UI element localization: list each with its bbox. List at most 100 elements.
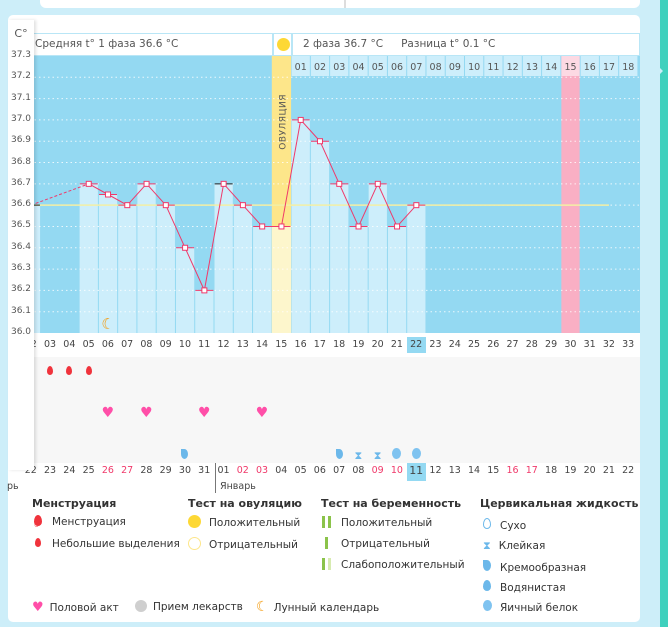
next-cycle-day-cell xyxy=(445,56,465,76)
cycle-day-label[interactable]: 26 xyxy=(487,339,500,350)
cycle-day-label[interactable]: 03 xyxy=(44,339,57,350)
cycle-day-label[interactable]: 20 xyxy=(371,339,384,350)
cycle-day-label[interactable]: 07 xyxy=(121,339,134,350)
menstruation-drop-icon[interactable] xyxy=(79,360,98,379)
date-label[interactable]: 12 xyxy=(429,465,442,476)
date-label[interactable]: 13 xyxy=(448,465,461,476)
heart-icon[interactable]: ♥ xyxy=(101,405,115,421)
cervical-sticky-icon[interactable]: ⧗ xyxy=(373,449,382,462)
date-label[interactable]: 28 xyxy=(140,465,153,476)
date-label[interactable]: 22 xyxy=(622,465,635,476)
date-label[interactable]: 20 xyxy=(583,465,596,476)
heart-icon[interactable]: ♥ xyxy=(140,405,153,421)
expand-arrow-icon[interactable] xyxy=(656,64,663,78)
cycle-day-label[interactable]: 10 xyxy=(178,339,191,350)
temperature-point xyxy=(124,202,131,209)
date-label[interactable]: 30 xyxy=(178,465,191,476)
next-cycle-day-cell xyxy=(426,56,445,76)
date-label[interactable]: 16 xyxy=(506,465,519,476)
date-label[interactable]: 11 xyxy=(406,463,426,481)
temperature-point xyxy=(201,287,208,294)
cycle-day-label[interactable]: 15 xyxy=(275,339,288,350)
cycle-day-label[interactable]: 17 xyxy=(313,339,326,350)
cycle-day-label[interactable]: 33 xyxy=(622,339,635,350)
date-label[interactable]: 15 xyxy=(487,465,500,476)
temperature-line-segment xyxy=(300,119,321,142)
cycle-day-label[interactable]: 24 xyxy=(448,339,461,350)
date-label[interactable]: 09 xyxy=(371,465,384,476)
cycle-day-label[interactable]: 08 xyxy=(140,339,153,350)
temperature-line-segment xyxy=(184,247,205,291)
y-tick-label: 36.5 xyxy=(10,220,32,231)
cycle-day-label[interactable]: 32 xyxy=(602,339,615,350)
temperature-line-segment xyxy=(107,194,128,206)
cycle-day-label[interactable]: 18 xyxy=(333,339,346,350)
cycle-day-label[interactable]: 06 xyxy=(101,339,114,350)
date-label[interactable]: 01 xyxy=(217,465,230,476)
dry-drop-icon xyxy=(483,518,491,529)
cervical-eggwhite-icon[interactable] xyxy=(407,444,426,463)
next-cycle-day-cell xyxy=(407,56,426,76)
bbt-chart[interactable]: 01 02 03 04 05 06 07 08 09 10 11 12 13 14 15 16 17 18 ОВУЛ… xyxy=(21,56,640,333)
date-label[interactable]: 08 xyxy=(352,465,365,476)
cervical-creamy-icon[interactable] xyxy=(175,444,194,463)
temperature-point xyxy=(413,202,420,209)
date-label[interactable]: 06 xyxy=(313,465,326,476)
cervical-sticky-icon[interactable]: ⧗ xyxy=(354,449,363,462)
date-label[interactable]: 19 xyxy=(564,465,577,476)
cycle-day-label[interactable]: 09 xyxy=(159,339,172,350)
date-label[interactable]: 21 xyxy=(602,465,615,476)
next-cycle-day-cell xyxy=(503,56,522,76)
date-label[interactable]: 27 xyxy=(121,465,134,476)
date-label[interactable]: 18 xyxy=(545,465,558,476)
cycle-day-label[interactable]: 11 xyxy=(198,339,211,350)
date-label[interactable]: 07 xyxy=(333,465,346,476)
date-label[interactable]: 17 xyxy=(525,465,538,476)
cycle-day-label[interactable]: 16 xyxy=(294,339,307,350)
date-label[interactable]: 03 xyxy=(255,465,269,476)
cycle-day-label[interactable]: 19 xyxy=(352,339,365,350)
next-cycle-day-label: 11 xyxy=(487,62,499,73)
date-label[interactable]: 24 xyxy=(63,465,76,476)
menstruation-drop-icon[interactable] xyxy=(41,360,60,379)
date-label[interactable]: 25 xyxy=(82,465,95,476)
cervical-creamy-icon[interactable] xyxy=(330,444,349,463)
cycle-day-label[interactable]: 25 xyxy=(467,339,481,350)
cycle-day-label[interactable]: 12 xyxy=(217,339,230,350)
date-label[interactable]: 02 xyxy=(236,465,249,476)
cycle-day-label[interactable]: 04 xyxy=(63,339,76,350)
cervical-eggwhite-icon[interactable] xyxy=(387,444,406,463)
date-label[interactable]: 29 xyxy=(159,465,172,476)
menstruation-drop-icon[interactable] xyxy=(60,360,79,379)
heart-icon[interactable]: ♥ xyxy=(255,405,269,421)
cycle-day-label[interactable]: 05 xyxy=(82,339,95,350)
date-label[interactable]: 04 xyxy=(275,465,288,476)
next-cycle-day-cell xyxy=(310,56,330,76)
cycle-day-label[interactable]: 23 xyxy=(429,339,442,350)
date-label[interactable]: 31 xyxy=(198,465,211,476)
cycle-day-label[interactable]: 31 xyxy=(583,339,596,350)
legend-cervical-title: Цервикальная жидкость xyxy=(480,497,639,510)
legend-item-spotting: Небольшие выделения xyxy=(35,538,180,550)
next-cycle-day-label: 14 xyxy=(545,62,557,73)
temperature-point xyxy=(182,244,189,251)
cycle-day-label[interactable]: 29 xyxy=(545,339,558,350)
cycle-day-label[interactable]: 13 xyxy=(236,339,249,350)
faint-lines-icon xyxy=(322,558,331,570)
cycle-day-label[interactable]: 30 xyxy=(564,339,577,350)
cycle-day-label[interactable]: 14 xyxy=(255,339,269,350)
cycle-day-label[interactable]: 22 xyxy=(406,337,426,353)
cycle-day-label[interactable]: 21 xyxy=(390,339,403,350)
cycle-day-label[interactable]: 28 xyxy=(525,339,538,350)
date-label[interactable]: 22 xyxy=(24,465,37,476)
y-tick-label: 36.7 xyxy=(10,177,32,188)
heart-icon[interactable]: ♥ xyxy=(197,405,211,421)
date-label[interactable]: 10 xyxy=(390,465,403,476)
date-label[interactable]: 26 xyxy=(101,465,114,476)
temperature-bar xyxy=(349,226,368,333)
cycle-day-label[interactable]: 27 xyxy=(506,339,519,350)
date-label[interactable]: 23 xyxy=(44,465,57,476)
date-label[interactable]: 05 xyxy=(294,465,307,476)
y-tick-label: 36.6 xyxy=(10,199,32,210)
date-label[interactable]: 14 xyxy=(467,465,481,476)
